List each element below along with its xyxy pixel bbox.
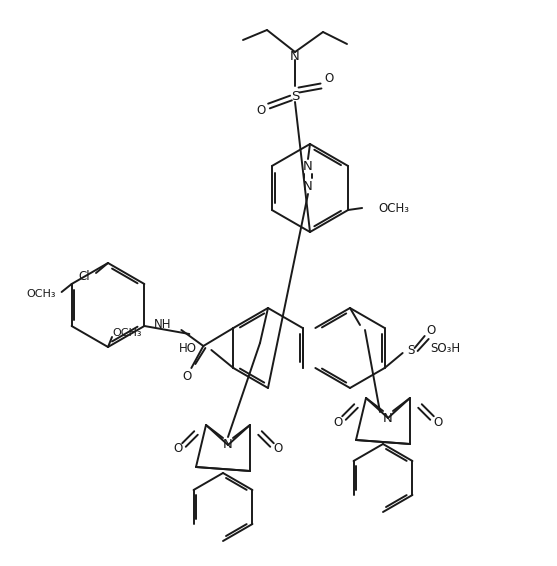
Text: Cl: Cl xyxy=(79,271,90,284)
Text: O: O xyxy=(334,415,343,428)
Text: OCH₃: OCH₃ xyxy=(378,201,409,215)
Text: N: N xyxy=(223,439,233,452)
Text: S: S xyxy=(291,89,299,102)
Text: NH: NH xyxy=(154,318,172,331)
Text: N: N xyxy=(303,179,313,192)
Text: O: O xyxy=(273,443,282,456)
Text: HO: HO xyxy=(179,341,197,354)
Text: O: O xyxy=(426,324,435,337)
Text: SO₃H: SO₃H xyxy=(431,342,461,355)
Text: OCH₃: OCH₃ xyxy=(112,328,141,338)
Text: O: O xyxy=(173,443,183,456)
Text: O: O xyxy=(433,415,443,428)
Text: OCH₃: OCH₃ xyxy=(26,289,56,299)
Text: N: N xyxy=(290,49,300,62)
Text: O: O xyxy=(324,72,334,85)
Text: O: O xyxy=(256,104,266,117)
Text: S: S xyxy=(407,345,414,358)
Text: O: O xyxy=(183,370,192,383)
Text: N: N xyxy=(383,411,393,424)
Text: N: N xyxy=(303,160,313,173)
